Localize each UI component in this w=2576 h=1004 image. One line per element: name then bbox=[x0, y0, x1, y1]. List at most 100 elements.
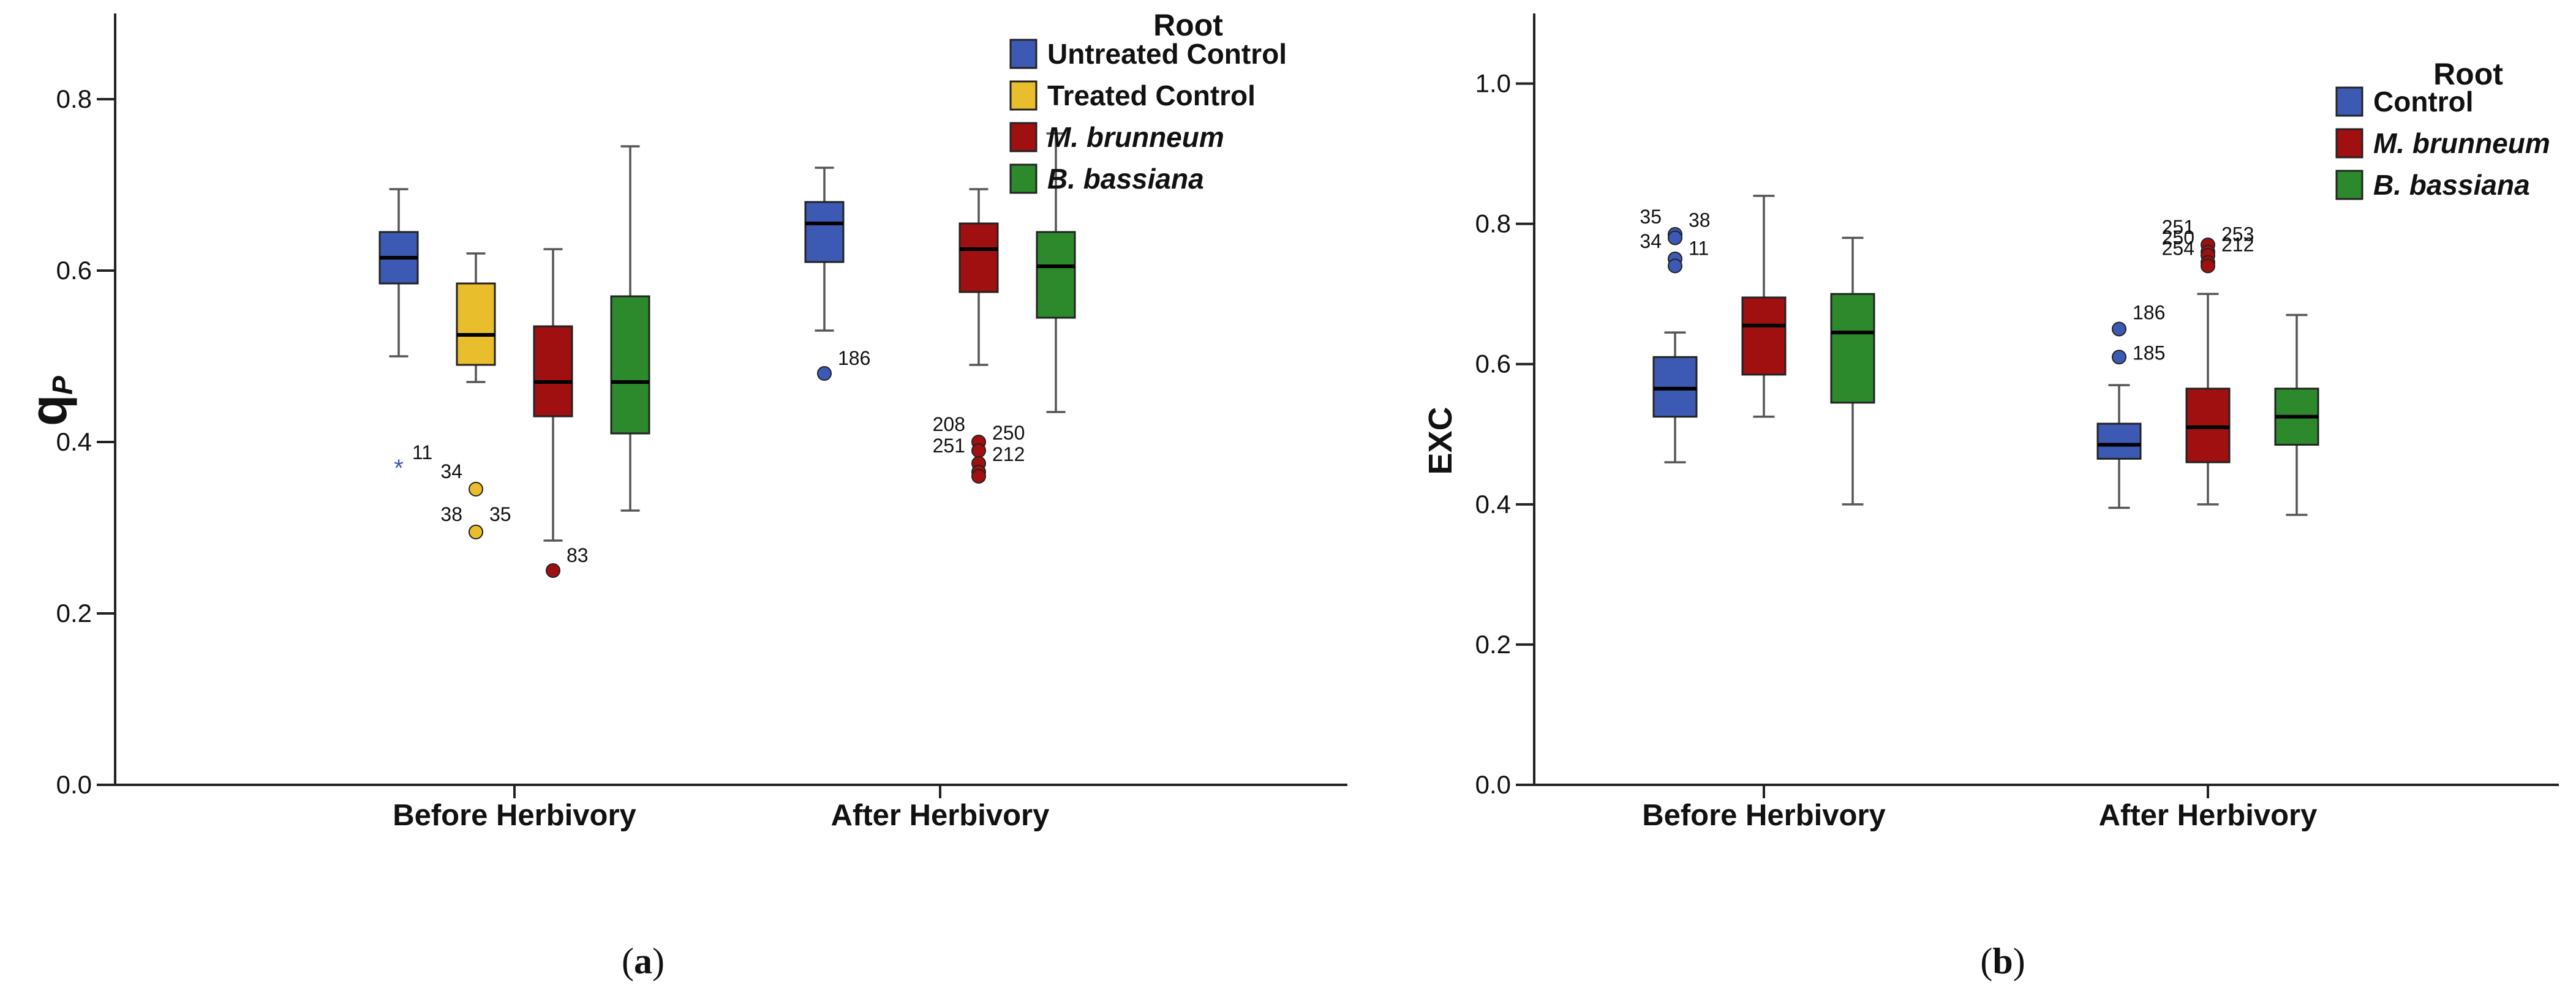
outlier-point bbox=[2201, 258, 2215, 274]
outlier-label: 35 bbox=[1640, 206, 1662, 228]
outlier-label: 253 bbox=[2221, 223, 2254, 245]
box-m-brunneum-before: 83 bbox=[533, 248, 589, 578]
outlier-label: 250 bbox=[2162, 227, 2194, 249]
legend-entry: Control bbox=[2373, 86, 2474, 118]
legend-swatch bbox=[1009, 39, 1038, 69]
y-axis-label: EXC bbox=[1422, 406, 1459, 474]
y-tick-label: 0.6 bbox=[56, 256, 92, 285]
box-body bbox=[958, 222, 999, 293]
box-body bbox=[1830, 293, 1875, 404]
box-control-before: 35 38 34 11 bbox=[1640, 206, 1711, 463]
outlier-label: 83 bbox=[567, 544, 589, 566]
outlier-label: 185 bbox=[2133, 342, 2165, 364]
legend-swatch bbox=[1009, 163, 1038, 194]
outlier-label: 38 bbox=[440, 503, 462, 525]
outlier-point bbox=[2112, 350, 2126, 365]
box-treated-control-before: 34 35 38 bbox=[440, 252, 511, 539]
outlier-point bbox=[971, 469, 986, 484]
y-tick-label: 0.0 bbox=[1475, 770, 1511, 799]
panel-label-paren: ) bbox=[2013, 941, 2025, 981]
outlier-label: 11 bbox=[412, 441, 432, 463]
box-body bbox=[533, 325, 573, 418]
box-b-bassiana-after bbox=[2274, 313, 2319, 516]
legend-entry: M. brunneum bbox=[1047, 121, 1224, 153]
box-m-brunneum-after: 208 250 251 212 bbox=[933, 188, 1025, 484]
box-control-after: 186 185 bbox=[2096, 301, 2165, 509]
legend-swatch bbox=[2335, 86, 2363, 117]
legend-swatch bbox=[1009, 122, 1038, 152]
y-tick-label: 0.4 bbox=[56, 427, 92, 456]
y-axis-label-subscript: P bbox=[47, 376, 78, 395]
outlier-point bbox=[546, 563, 560, 578]
outlier-point bbox=[817, 366, 832, 381]
y-axis-label-main: q bbox=[20, 395, 77, 426]
outlier-point bbox=[2112, 321, 2126, 337]
legend-entry: B. bassiana bbox=[2373, 169, 2530, 201]
outlier-label: 11 bbox=[1689, 237, 1709, 259]
outlier-point bbox=[469, 525, 483, 539]
outlier-label: 208 bbox=[933, 413, 965, 435]
box-body bbox=[1036, 231, 1076, 319]
outlier-label: 38 bbox=[1689, 209, 1711, 231]
legend-swatch bbox=[2335, 170, 2363, 200]
y-tick-label: 0.4 bbox=[1475, 490, 1511, 519]
box-untreated-control-after: 186 bbox=[804, 167, 870, 381]
y-tick-label: 0.8 bbox=[56, 84, 92, 113]
legend-entry: B. bassiana bbox=[1047, 163, 1204, 195]
legend-entry: M. brunneum bbox=[2373, 127, 2550, 159]
y-tick-label: 0.2 bbox=[1475, 630, 1511, 659]
legend-title: Root bbox=[1153, 8, 1223, 42]
box-body bbox=[804, 201, 845, 263]
x-category-label: After Herbivory bbox=[2099, 799, 2318, 832]
x-category-label: After Herbivory bbox=[831, 799, 1050, 832]
box-b-bassiana-before bbox=[1830, 236, 1875, 506]
outlier-label: 35 bbox=[489, 503, 511, 525]
box-body bbox=[456, 282, 496, 366]
box-untreated-control-before: * 11 bbox=[378, 188, 432, 482]
outlier-label: 212 bbox=[992, 443, 1025, 465]
outlier-point bbox=[1668, 258, 1682, 274]
y-tick-label: 0.0 bbox=[56, 770, 92, 799]
legend-entry: Treated Control bbox=[1047, 80, 1256, 111]
y-tick-label: 0.6 bbox=[1475, 350, 1511, 378]
box-body bbox=[610, 295, 650, 435]
x-category-label: Before Herbivory bbox=[393, 799, 636, 832]
outlier-label: 34 bbox=[1640, 230, 1662, 252]
outlier-label: 212 bbox=[2221, 234, 2254, 256]
legend-swatch bbox=[2335, 128, 2363, 159]
outlier-label: 186 bbox=[2133, 301, 2165, 323]
outlier-point bbox=[1668, 230, 1682, 245]
outlier-label: 254 bbox=[2162, 237, 2194, 259]
panel-label-paren: ( bbox=[1980, 941, 1992, 981]
outlier-label: 186 bbox=[838, 347, 870, 369]
box-body bbox=[2096, 422, 2142, 460]
box-b-bassiana-before bbox=[610, 145, 650, 512]
panel-label-paren: ( bbox=[622, 941, 634, 981]
outlier-label: 251 bbox=[2162, 216, 2194, 238]
panel-label-paren: ) bbox=[652, 941, 665, 981]
panel-label: (b) bbox=[1980, 941, 2025, 981]
legend-swatch bbox=[1009, 80, 1038, 111]
box-body bbox=[1741, 296, 1787, 376]
outlier-label: 251 bbox=[933, 435, 965, 457]
chart-panel-b: 0.0 0.2 0.4 0.6 0.8 1.0 Before Herbivory After … bbox=[1422, 13, 2559, 832]
box-b-bassiana-after bbox=[1036, 132, 1076, 413]
chart-panel-a: 0.0 0.2 0.4 0.6 0.8 Before Herbivory After Her… bbox=[20, 8, 1347, 832]
box-m-brunneum-before bbox=[1741, 195, 1787, 418]
y-tick-label: 1.0 bbox=[1475, 69, 1511, 98]
outlier-label: 34 bbox=[440, 460, 462, 482]
outlier-point bbox=[971, 443, 986, 458]
box-m-brunneum-after: 251 253 250 212 254 bbox=[2162, 216, 2254, 506]
y-tick-label: 0.8 bbox=[1475, 209, 1511, 238]
outlier-star: * bbox=[394, 455, 404, 482]
outlier-label: 250 bbox=[992, 422, 1025, 444]
x-category-label: Before Herbivory bbox=[1642, 799, 1886, 832]
panel-label-letter: b bbox=[1992, 941, 2013, 981]
outlier-point bbox=[469, 482, 483, 496]
y-axis-label: qP bbox=[20, 376, 78, 426]
legend-title: Root bbox=[2433, 57, 2503, 91]
